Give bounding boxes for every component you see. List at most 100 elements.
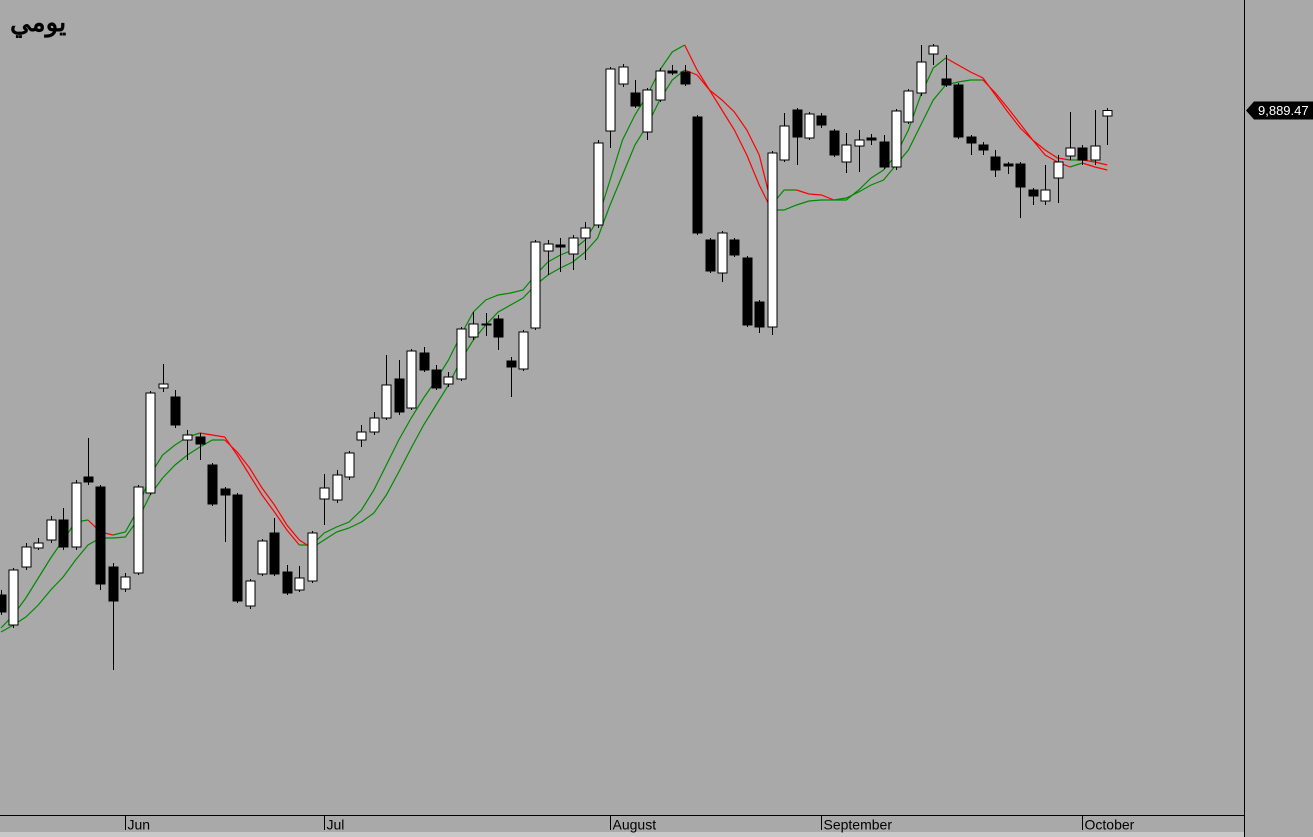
candle-body	[1102, 110, 1113, 117]
candle-body	[705, 239, 716, 272]
candle-body	[816, 115, 827, 126]
candle-body	[443, 376, 454, 385]
candle-body	[630, 92, 641, 107]
candle-body	[953, 84, 964, 138]
candle-body	[754, 301, 765, 328]
chart-title: يومي	[10, 8, 66, 38]
candle-body	[543, 243, 554, 252]
candle-body	[990, 156, 1001, 171]
candle-body	[257, 540, 268, 575]
candle-body	[729, 239, 740, 256]
candle-body	[928, 45, 939, 55]
candle-body	[717, 232, 728, 274]
candle-body	[46, 519, 57, 541]
moving-average-line	[224, 439, 313, 549]
candle-body	[245, 580, 256, 607]
candle-body	[108, 566, 119, 602]
candle-body	[481, 323, 492, 326]
candle-body	[829, 130, 840, 156]
candle-body	[555, 244, 566, 248]
candle-body	[307, 532, 318, 582]
scrollbar	[0, 832, 1244, 837]
candle-body	[680, 71, 691, 85]
candle-body	[182, 434, 193, 441]
candle-body	[120, 576, 131, 590]
candle-body	[903, 90, 914, 123]
candle-body	[804, 113, 815, 139]
candle-body	[568, 237, 579, 255]
candle-body	[468, 323, 479, 338]
candle-body	[381, 384, 392, 419]
candle-body	[879, 141, 890, 168]
moving-average-line	[1069, 162, 1083, 168]
candle-body	[431, 369, 442, 389]
candle-body	[792, 109, 803, 138]
moving-average-line	[684, 44, 773, 206]
candle-body	[170, 396, 181, 426]
candle-body	[1065, 147, 1076, 157]
candle-body	[158, 383, 169, 389]
candle-body	[605, 68, 616, 132]
candle-body	[1015, 163, 1026, 188]
moving-average-line	[1082, 159, 1108, 166]
candle-body	[941, 78, 952, 86]
candle-body	[8, 569, 19, 626]
candle-body	[195, 436, 206, 445]
candle-body	[145, 392, 156, 494]
candle-body	[530, 241, 541, 329]
moving-average-line	[945, 57, 1071, 161]
candle-body	[58, 519, 69, 548]
candle-body	[220, 488, 231, 496]
moving-average-line	[796, 189, 835, 201]
candle-body	[294, 577, 305, 591]
candle-body	[269, 532, 280, 575]
candle-body	[344, 452, 355, 478]
candle-body	[369, 417, 380, 433]
candle-body	[1053, 161, 1064, 179]
candle-body	[356, 431, 367, 441]
candle-body	[767, 152, 778, 328]
candle-body	[33, 542, 44, 549]
candle-body	[133, 486, 144, 574]
candle-body	[1090, 145, 1101, 161]
x-tick-label: Jun	[128, 817, 151, 833]
moving-average-line	[311, 69, 686, 549]
candle-body	[642, 89, 653, 133]
candle-body	[841, 144, 852, 163]
candle-body	[21, 546, 32, 568]
moving-average-line	[684, 69, 773, 211]
candle-body	[506, 360, 517, 368]
candle-body	[394, 378, 405, 413]
candle-body	[692, 116, 703, 234]
moving-average-line	[982, 79, 1071, 168]
candle-body	[518, 331, 529, 370]
candle-body	[916, 61, 927, 94]
moving-average-line	[299, 44, 685, 546]
candle-body	[71, 482, 82, 548]
candle-body	[1077, 147, 1088, 161]
candle-body	[593, 142, 604, 226]
candle-body	[332, 474, 343, 501]
candle-body	[493, 318, 504, 338]
candle-body	[742, 257, 753, 326]
candle-body	[978, 144, 989, 151]
moving-average-line	[199, 432, 300, 546]
candle-body	[406, 350, 417, 409]
candle-body	[1003, 163, 1014, 167]
candle-body	[779, 125, 790, 161]
candle-body	[232, 494, 243, 602]
x-tick-label: September	[824, 817, 893, 833]
candle-body	[0, 594, 7, 613]
last-price-tag	[1246, 101, 1313, 120]
candle-body	[282, 571, 293, 594]
candle-body	[319, 487, 330, 500]
candle-body	[854, 139, 865, 147]
candle-body	[83, 476, 94, 483]
candle-body	[207, 464, 218, 505]
x-tick-label: August	[613, 817, 657, 833]
candle-body	[866, 137, 877, 141]
candle-body	[667, 70, 678, 74]
